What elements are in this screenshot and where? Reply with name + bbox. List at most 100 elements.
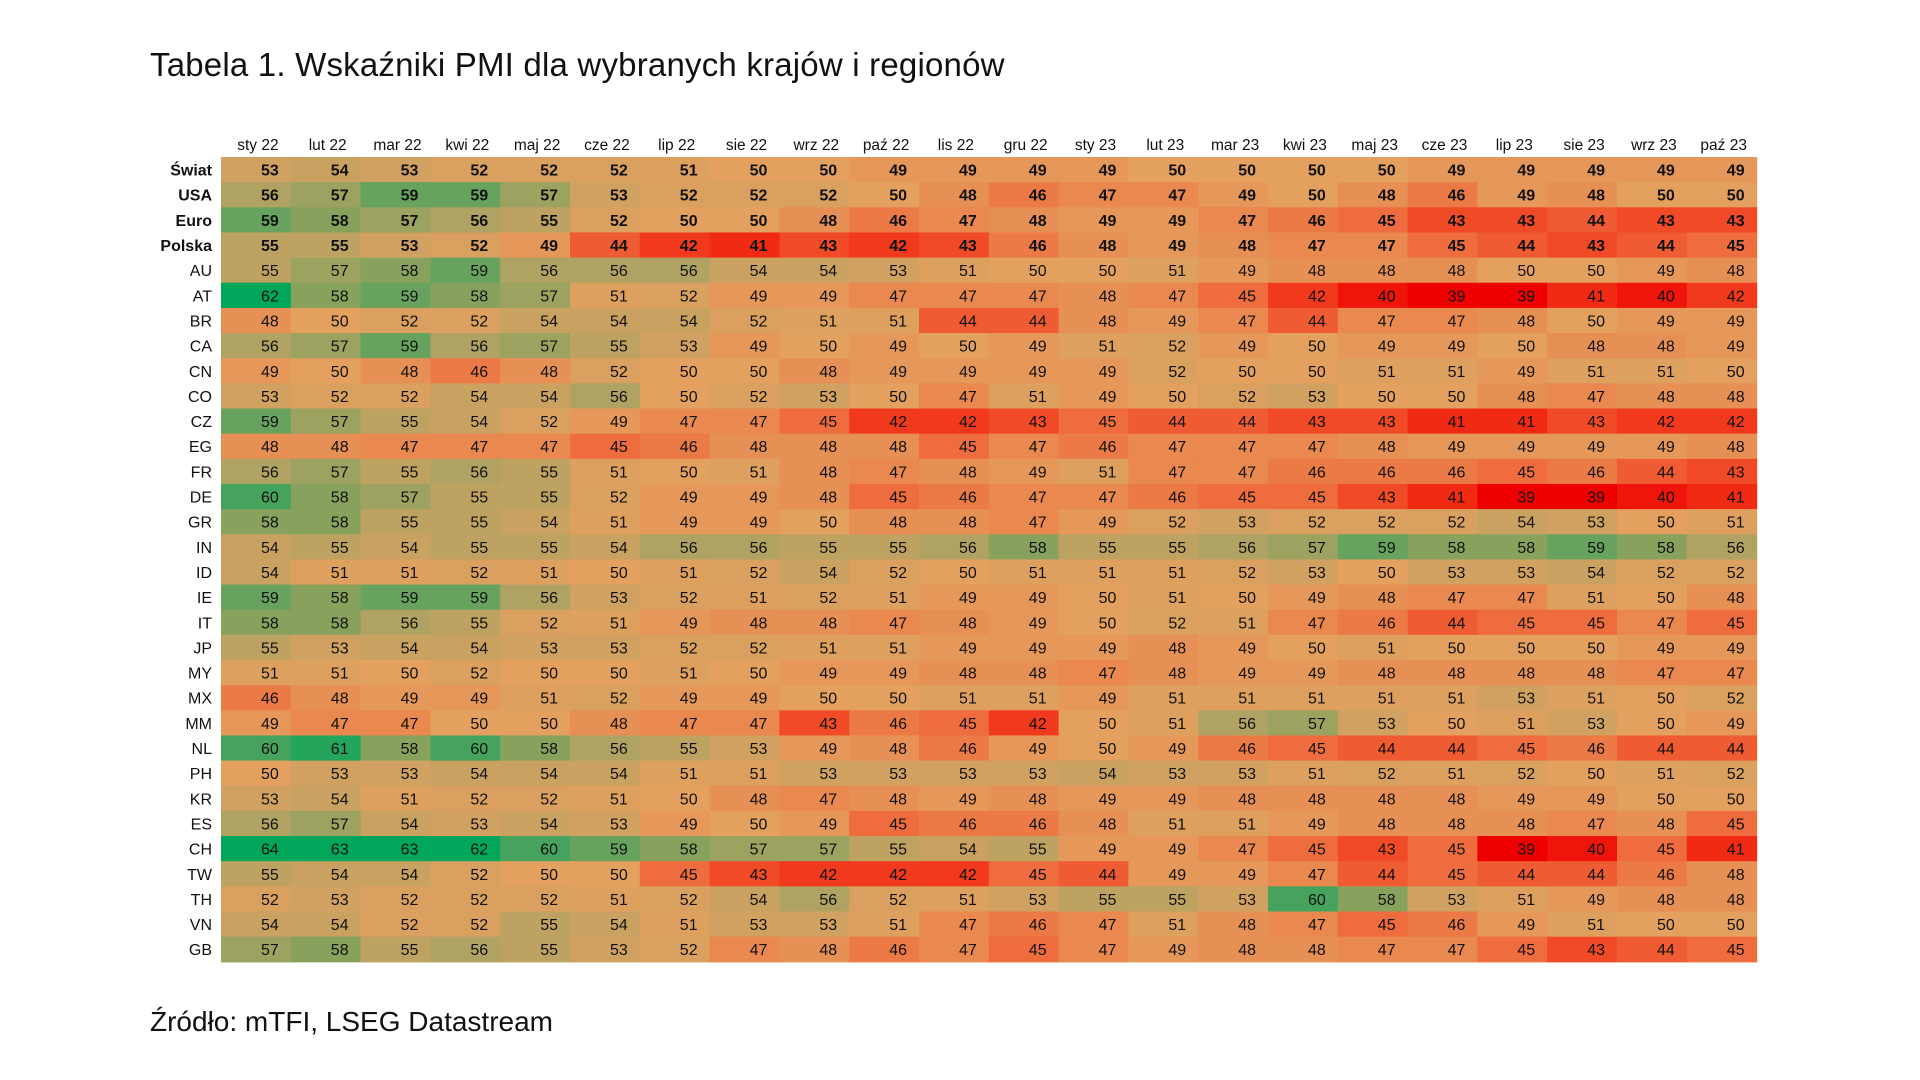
heatmap-cell	[1477, 433, 1548, 460]
heatmap-cell	[1477, 182, 1548, 208]
cell-value: 55	[1029, 842, 1047, 859]
cell-value: 43	[1448, 213, 1466, 230]
cell-value: 56	[261, 339, 279, 356]
heatmap-cell	[1686, 433, 1758, 460]
heatmap-cell	[639, 584, 711, 611]
cell-value: 50	[680, 213, 698, 230]
heatmap-cell	[1477, 408, 1548, 435]
cell-value: 49	[1517, 439, 1535, 456]
heatmap-cell	[1058, 182, 1129, 208]
heatmap-cell	[1268, 861, 1339, 887]
cell-value: 51	[680, 666, 698, 683]
cell-value: 50	[1448, 389, 1466, 406]
heatmap-cell	[849, 936, 920, 963]
cell-value: 56	[261, 816, 279, 833]
heatmap-cell	[430, 785, 501, 812]
cell-value: 56	[750, 540, 768, 557]
cell-value: 55	[540, 464, 558, 481]
cell-value: 49	[1238, 263, 1256, 280]
heatmap-cell	[639, 257, 711, 284]
cell-value: 53	[401, 163, 419, 180]
cell-value: 55	[401, 464, 419, 481]
cell-value: 42	[819, 867, 837, 884]
cell-value: 55	[261, 263, 279, 280]
heatmap-cell	[570, 333, 641, 359]
cell-value: 59	[261, 590, 279, 607]
heatmap-cell	[779, 760, 850, 787]
cell-value: 51	[750, 590, 768, 607]
heatmap-cell	[430, 936, 501, 963]
heatmap-cell	[919, 886, 990, 913]
cell-value: 55	[540, 540, 558, 557]
heatmap-cell	[639, 785, 711, 812]
heatmap-cell	[570, 433, 641, 460]
cell-value: 50	[750, 816, 768, 833]
source-note: Źródło: mTFI, LSEG Datastream	[150, 1006, 553, 1037]
cell-value: 50	[889, 691, 907, 708]
heatmap-cell	[1617, 810, 1688, 837]
cell-value: 49	[680, 515, 698, 532]
column-header: cze 22	[584, 137, 630, 154]
heatmap-cell	[988, 836, 1060, 862]
cell-value: 48	[1448, 666, 1466, 683]
heatmap-cell	[570, 458, 641, 485]
cell-value: 58	[1517, 540, 1535, 557]
cell-value: 48	[1517, 313, 1535, 330]
heatmap-cell	[988, 483, 1060, 510]
cell-value: 48	[1029, 213, 1047, 230]
cell-value: 50	[889, 188, 907, 205]
heatmap-cell	[360, 735, 431, 762]
heatmap-cell	[430, 433, 501, 460]
heatmap-cell	[849, 584, 920, 611]
cell-value: 46	[959, 816, 977, 833]
cell-value: 52	[470, 313, 488, 330]
cell-value: 45	[889, 816, 907, 833]
heatmap-cell	[1337, 282, 1409, 309]
heatmap-cell	[1617, 534, 1688, 560]
cell-value: 42	[1657, 414, 1675, 431]
heatmap-cell	[1617, 333, 1688, 359]
heatmap-cell	[1407, 408, 1478, 435]
heatmap-cell	[1617, 182, 1688, 208]
heatmap-cell	[639, 836, 711, 862]
heatmap-cell	[849, 282, 920, 309]
heatmap-cell	[709, 383, 780, 410]
cell-value: 43	[1029, 414, 1047, 431]
heatmap-cell	[779, 383, 850, 410]
cell-value: 49	[1029, 339, 1047, 356]
cell-value: 58	[331, 288, 349, 305]
cell-value: 52	[470, 791, 488, 808]
cell-value: 55	[889, 540, 907, 557]
cell-value: 50	[1308, 640, 1326, 657]
cell-value: 39	[1587, 490, 1605, 507]
heatmap-cell	[1547, 257, 1618, 284]
cell-value: 49	[1657, 263, 1675, 280]
heatmap-cell	[221, 534, 292, 560]
heatmap-cell	[639, 710, 711, 737]
cell-value: 46	[1308, 464, 1326, 481]
heatmap-cell	[1686, 660, 1758, 686]
cell-value: 49	[1099, 389, 1117, 406]
heatmap-cell	[779, 660, 850, 686]
cell-value: 50	[1517, 263, 1535, 280]
heatmap-cell	[919, 911, 990, 938]
cell-value: 50	[819, 515, 837, 532]
heatmap-cell	[1407, 182, 1478, 208]
heatmap-cell	[290, 383, 362, 410]
cell-value: 51	[1378, 640, 1396, 657]
cell-value: 47	[1448, 590, 1466, 607]
heatmap-cell	[1617, 760, 1688, 787]
cell-value: 52	[750, 640, 768, 657]
cell-value: 50	[610, 666, 628, 683]
cell-value: 55	[261, 238, 279, 255]
heatmap-cell	[430, 207, 501, 234]
cell-value: 45	[1727, 816, 1745, 833]
cell-value: 48	[1029, 791, 1047, 808]
heatmap-cell	[221, 634, 292, 661]
cell-value: 54	[680, 313, 698, 330]
heatmap-cell	[1198, 433, 1269, 460]
heatmap-cell	[221, 157, 292, 183]
heatmap-cell	[1547, 760, 1618, 787]
heatmap-cell	[221, 810, 292, 837]
heatmap-cell	[1407, 257, 1478, 284]
